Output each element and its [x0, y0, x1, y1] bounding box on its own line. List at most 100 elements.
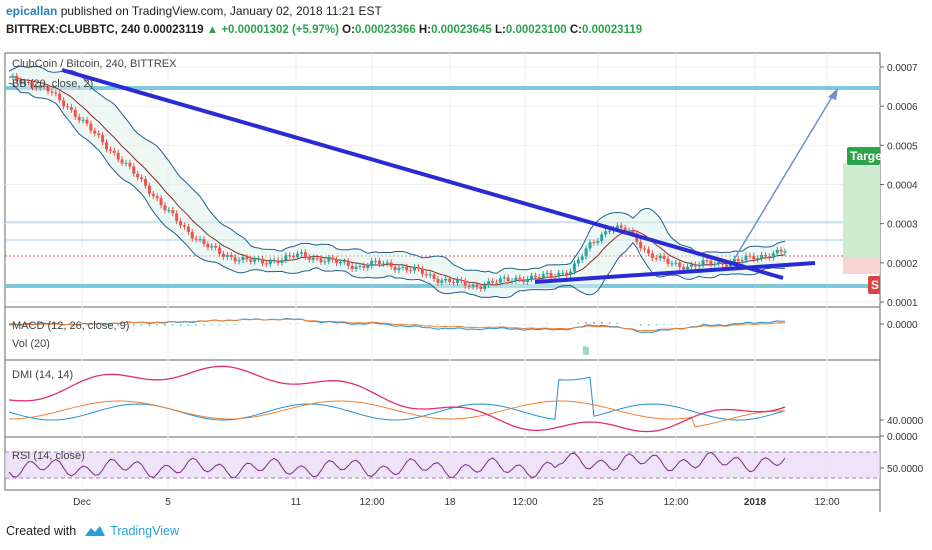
last-price: 0.00023119	[143, 24, 204, 36]
indicator-tick-label: 0.0000	[887, 320, 918, 331]
candle-body	[452, 281, 456, 283]
stop-zone[interactable]	[843, 258, 880, 274]
candle-body	[654, 258, 658, 260]
descending-trendline[interactable]	[61, 68, 784, 280]
candle-body	[136, 173, 140, 178]
dmi-label: DMI (14, 14)	[12, 369, 73, 381]
candle-body	[444, 278, 448, 281]
candle-body	[276, 260, 280, 263]
dmi-plus-line[interactable]	[8, 376, 786, 421]
candle-body	[245, 257, 249, 260]
candle-body	[779, 249, 783, 252]
stop-label: S	[871, 278, 879, 292]
candle-body	[268, 260, 272, 265]
candle-body	[639, 241, 643, 249]
candle-body	[303, 252, 307, 258]
indicator-tick-label: 0.0000	[887, 432, 918, 443]
stop-tag[interactable]	[868, 276, 880, 294]
candle-body	[479, 286, 483, 289]
candle-body	[143, 178, 147, 186]
candle-body	[643, 248, 647, 250]
candle-body	[401, 266, 405, 268]
dmi-minus-line[interactable]	[8, 400, 786, 428]
candle-body	[62, 100, 66, 107]
candle-body	[77, 116, 81, 121]
candle-body	[502, 277, 506, 279]
candle-body	[128, 162, 132, 167]
candle-body	[81, 119, 85, 121]
tradingview-brand[interactable]: TradingView	[110, 524, 179, 538]
adx-line[interactable]	[8, 365, 786, 433]
candle-body	[764, 254, 768, 257]
candle-body	[206, 244, 210, 248]
candle-body	[440, 280, 444, 283]
candle-body	[405, 266, 409, 271]
candle-body	[732, 259, 736, 263]
candles[interactable]	[11, 72, 787, 292]
candle-body	[225, 254, 229, 257]
projection-arrow[interactable]	[734, 91, 836, 259]
x-tick-label: 2018	[744, 497, 767, 508]
vol-label: Vol (20)	[12, 338, 50, 350]
candle-body	[569, 271, 573, 275]
bb-label: BB (20, close, 2)	[12, 78, 93, 90]
macd-label: MACD (12, 26, close, 9)	[12, 320, 129, 332]
candle-body	[362, 265, 366, 268]
author-name[interactable]: epicallan	[6, 4, 58, 18]
candle-body	[584, 248, 588, 257]
candle-body	[530, 275, 534, 280]
candle-body	[409, 270, 413, 272]
candle-body	[202, 239, 206, 245]
candle-body	[767, 256, 771, 258]
candle-body	[674, 262, 678, 264]
candle-body	[335, 259, 339, 264]
main-pane-title: ClubCoin / Bitcoin, 240, BITTREX	[12, 58, 177, 70]
price-tick-label: 0.0002	[887, 259, 918, 270]
dmi-pane[interactable]	[4, 359, 881, 438]
candle-body	[393, 266, 397, 271]
candle-body	[775, 249, 779, 254]
target-zone[interactable]	[843, 163, 880, 258]
candle-body	[494, 282, 498, 284]
bb-upper-line[interactable]	[8, 65, 786, 274]
target-tag[interactable]	[847, 147, 880, 165]
candle-body	[163, 205, 167, 211]
macd-signal-line[interactable]	[8, 318, 786, 332]
ascending-trendline[interactable]	[534, 261, 816, 284]
candle-body	[631, 230, 635, 234]
indicator-tick-label: 50.0000	[887, 464, 924, 475]
candle-body	[253, 259, 257, 262]
candle-body	[327, 257, 331, 262]
candle-body	[760, 254, 764, 259]
candle-body	[748, 255, 752, 257]
candle-body	[284, 255, 288, 261]
candle-body	[73, 109, 77, 117]
candle-body	[666, 258, 670, 264]
candle-body	[413, 267, 417, 271]
candle-body	[221, 253, 225, 257]
candle-body	[241, 257, 245, 260]
price-tick-label: 0.0007	[887, 63, 918, 74]
open-value: 0.00023366	[354, 24, 416, 36]
close-value: 0.00023119	[582, 24, 643, 36]
x-tick-label: 12:00	[663, 497, 688, 508]
candle-body	[697, 264, 701, 267]
candle-body	[366, 265, 370, 268]
candle-body	[522, 279, 526, 283]
candle-body	[264, 263, 268, 265]
bb-basis-line[interactable]	[8, 75, 786, 286]
candle-body	[678, 262, 682, 268]
target-label: Targe	[850, 149, 882, 163]
candle-body	[50, 91, 54, 93]
candle-body	[537, 277, 541, 279]
candle-body	[709, 260, 713, 265]
candle-body	[623, 227, 627, 232]
rsi-line[interactable]	[8, 451, 786, 479]
candle-body	[549, 272, 553, 277]
macd-pane[interactable]	[4, 306, 881, 361]
candle-body	[752, 255, 756, 260]
price-tick-label: 0.0006	[887, 102, 918, 113]
candle-body	[510, 280, 514, 282]
volume-bar	[583, 346, 586, 355]
